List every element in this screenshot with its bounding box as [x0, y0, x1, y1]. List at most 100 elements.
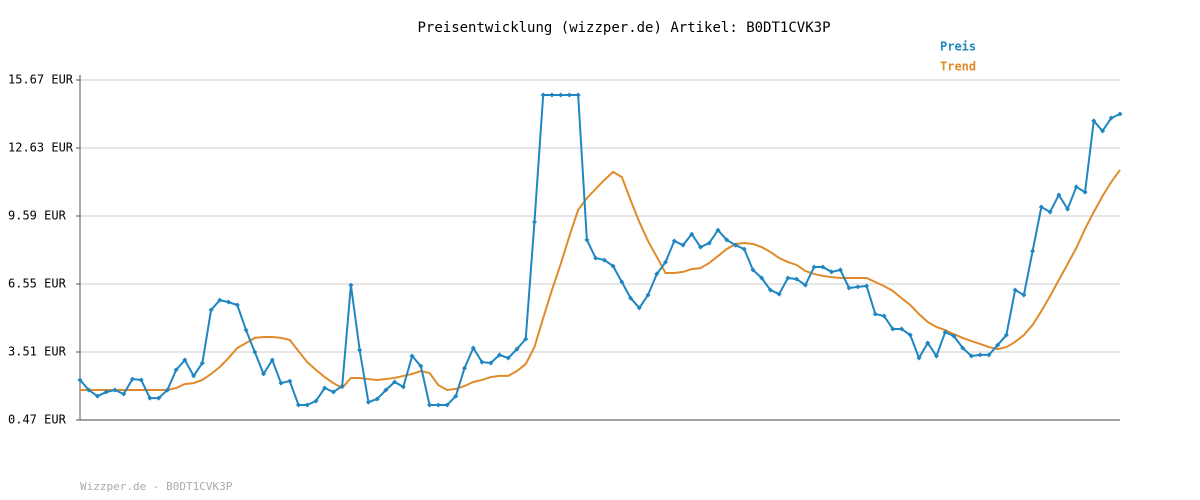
point-marker: [558, 92, 564, 98]
point-marker: [261, 371, 267, 377]
point-marker: [706, 240, 712, 246]
point-marker: [759, 275, 765, 281]
point-marker: [636, 305, 642, 311]
point-marker: [1082, 189, 1088, 195]
point-marker: [689, 231, 695, 237]
y-tick-label: 15.67 EUR: [8, 73, 74, 87]
point-marker: [540, 92, 546, 98]
point-marker: [531, 219, 537, 225]
point-marker: [1073, 184, 1079, 190]
point-marker: [794, 276, 800, 282]
point-marker: [584, 237, 590, 243]
point-marker: [94, 393, 100, 399]
point-marker: [601, 257, 607, 263]
point-marker: [147, 395, 153, 401]
point-marker: [400, 384, 406, 390]
point-marker: [77, 377, 83, 383]
point-marker: [226, 299, 232, 305]
point-marker: [514, 346, 520, 352]
point-marker: [750, 267, 756, 273]
point-marker: [645, 292, 651, 298]
point-marker: [671, 238, 677, 244]
point-marker: [444, 402, 450, 408]
point-marker: [811, 264, 817, 270]
point-marker: [566, 92, 572, 98]
point-marker: [208, 307, 214, 313]
point-marker: [654, 271, 660, 277]
legend-label: Preis: [940, 40, 976, 54]
point-marker: [173, 367, 179, 373]
point-marker: [1065, 206, 1071, 212]
point-marker: [199, 360, 205, 366]
point-marker: [470, 345, 476, 351]
point-marker: [864, 283, 870, 289]
point-marker: [829, 269, 835, 275]
point-marker: [837, 267, 843, 273]
point-marker: [785, 275, 791, 281]
point-marker: [295, 402, 301, 408]
point-marker: [916, 355, 922, 361]
point-marker: [1012, 287, 1018, 293]
y-tick-label: 9.59 EUR: [8, 209, 67, 223]
y-tick-label: 12.63 EUR: [8, 141, 74, 155]
point-marker: [1108, 115, 1114, 121]
point-marker: [156, 395, 162, 401]
point-marker: [1021, 292, 1027, 298]
point-marker: [1038, 204, 1044, 210]
legend-label: Trend: [940, 60, 976, 74]
point-marker: [925, 340, 931, 346]
point-marker: [767, 287, 773, 293]
point-marker: [523, 336, 529, 342]
point-marker: [243, 327, 249, 333]
point-marker: [304, 402, 310, 408]
point-marker: [496, 352, 502, 358]
point-marker: [951, 333, 957, 339]
point-marker: [680, 242, 686, 248]
point-marker: [776, 291, 782, 297]
point-marker: [339, 383, 345, 389]
point-marker: [698, 244, 704, 250]
point-marker: [427, 402, 433, 408]
point-marker: [1100, 128, 1106, 134]
point-marker: [418, 363, 424, 369]
point-marker: [129, 376, 135, 382]
point-marker: [112, 387, 118, 393]
y-tick-label: 6.55 EUR: [8, 277, 67, 291]
point-marker: [1003, 332, 1009, 338]
point-marker: [1047, 209, 1053, 215]
point-marker: [164, 387, 170, 393]
point-marker: [1030, 248, 1036, 254]
point-marker: [138, 377, 144, 383]
point-marker: [628, 295, 634, 301]
point-marker: [409, 353, 415, 359]
point-marker: [505, 355, 511, 361]
point-marker: [1117, 111, 1123, 117]
point-marker: [593, 255, 599, 261]
series-line: [79, 93, 1121, 407]
point-marker: [1091, 118, 1097, 124]
point-marker: [899, 326, 905, 332]
point-marker: [217, 297, 223, 303]
point-marker: [575, 92, 581, 98]
point-marker: [890, 326, 896, 332]
point-marker: [549, 92, 555, 98]
point-marker: [619, 279, 625, 285]
point-marker: [960, 345, 966, 351]
point-marker: [374, 396, 380, 402]
point-marker: [86, 387, 92, 393]
point-marker: [488, 360, 494, 366]
point-marker: [252, 349, 258, 355]
point-marker: [732, 242, 738, 248]
point-marker: [392, 379, 398, 385]
point-marker: [881, 313, 887, 319]
point-marker: [724, 237, 730, 243]
point-marker: [855, 284, 861, 290]
point-marker: [435, 402, 441, 408]
point-marker: [802, 282, 808, 288]
y-tick-label: 3.51 EUR: [8, 345, 67, 359]
chart-title: Preisentwicklung (wizzper.de) Artikel: B…: [417, 20, 830, 36]
y-tick-label: 0.47 EUR: [8, 413, 67, 427]
point-marker: [103, 389, 109, 395]
